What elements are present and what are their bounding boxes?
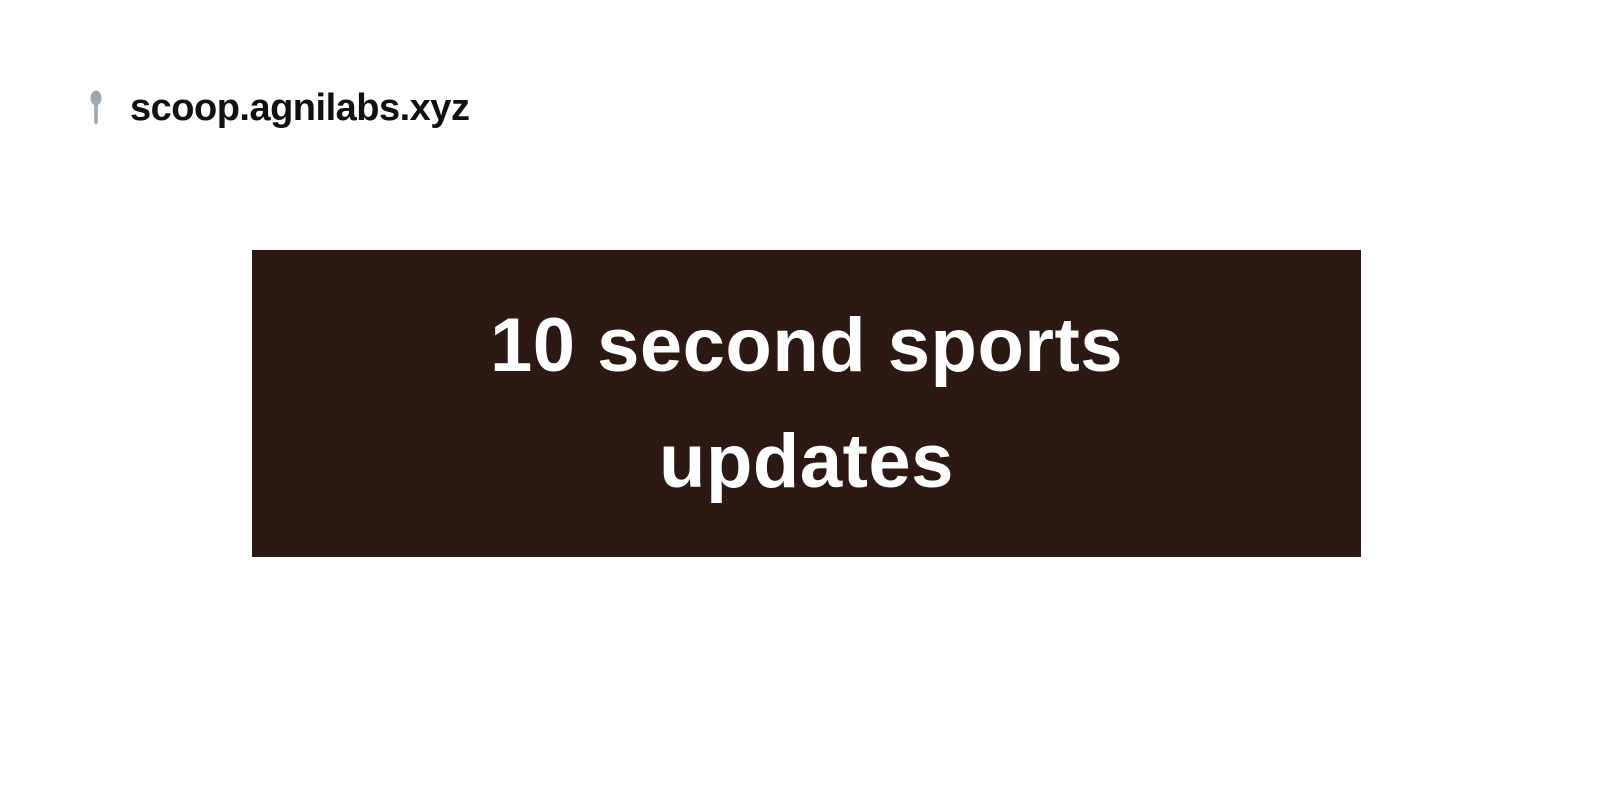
spoon-icon xyxy=(88,88,104,128)
hero-banner: 10 second sports updates xyxy=(252,250,1361,557)
site-header: scoop.agnilabs.xyz xyxy=(88,82,470,134)
hero-title: 10 second sports updates xyxy=(489,302,1124,504)
site-name-link[interactable]: scoop.agnilabs.xyz xyxy=(130,86,470,129)
